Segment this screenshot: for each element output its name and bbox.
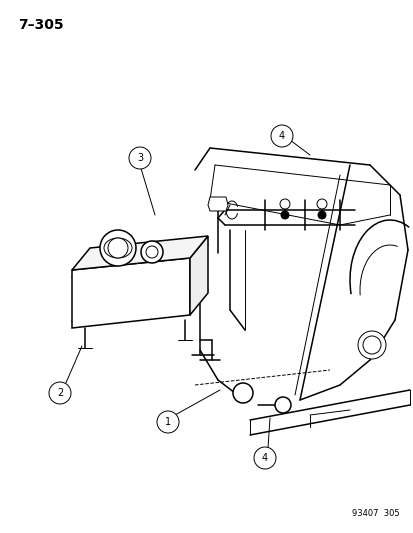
- Polygon shape: [72, 258, 190, 328]
- Text: 4: 4: [278, 131, 285, 141]
- Circle shape: [233, 383, 252, 403]
- Circle shape: [316, 199, 326, 209]
- Circle shape: [108, 238, 128, 258]
- Circle shape: [357, 331, 385, 359]
- Polygon shape: [190, 236, 207, 315]
- Circle shape: [274, 397, 290, 413]
- Text: 2: 2: [57, 388, 63, 398]
- Polygon shape: [207, 197, 228, 211]
- Circle shape: [254, 447, 275, 469]
- Text: 3: 3: [137, 153, 143, 163]
- Circle shape: [141, 241, 163, 263]
- Text: 1: 1: [164, 417, 171, 427]
- Circle shape: [279, 199, 289, 209]
- Polygon shape: [72, 236, 207, 270]
- Text: 93407  305: 93407 305: [351, 509, 399, 518]
- Circle shape: [362, 336, 380, 354]
- Circle shape: [271, 125, 292, 147]
- Circle shape: [146, 246, 158, 258]
- Circle shape: [317, 211, 325, 219]
- Text: 7–305: 7–305: [18, 18, 64, 32]
- Circle shape: [280, 211, 288, 219]
- Circle shape: [157, 411, 178, 433]
- Circle shape: [100, 230, 136, 266]
- Text: 4: 4: [261, 453, 267, 463]
- Circle shape: [49, 382, 71, 404]
- Circle shape: [129, 147, 151, 169]
